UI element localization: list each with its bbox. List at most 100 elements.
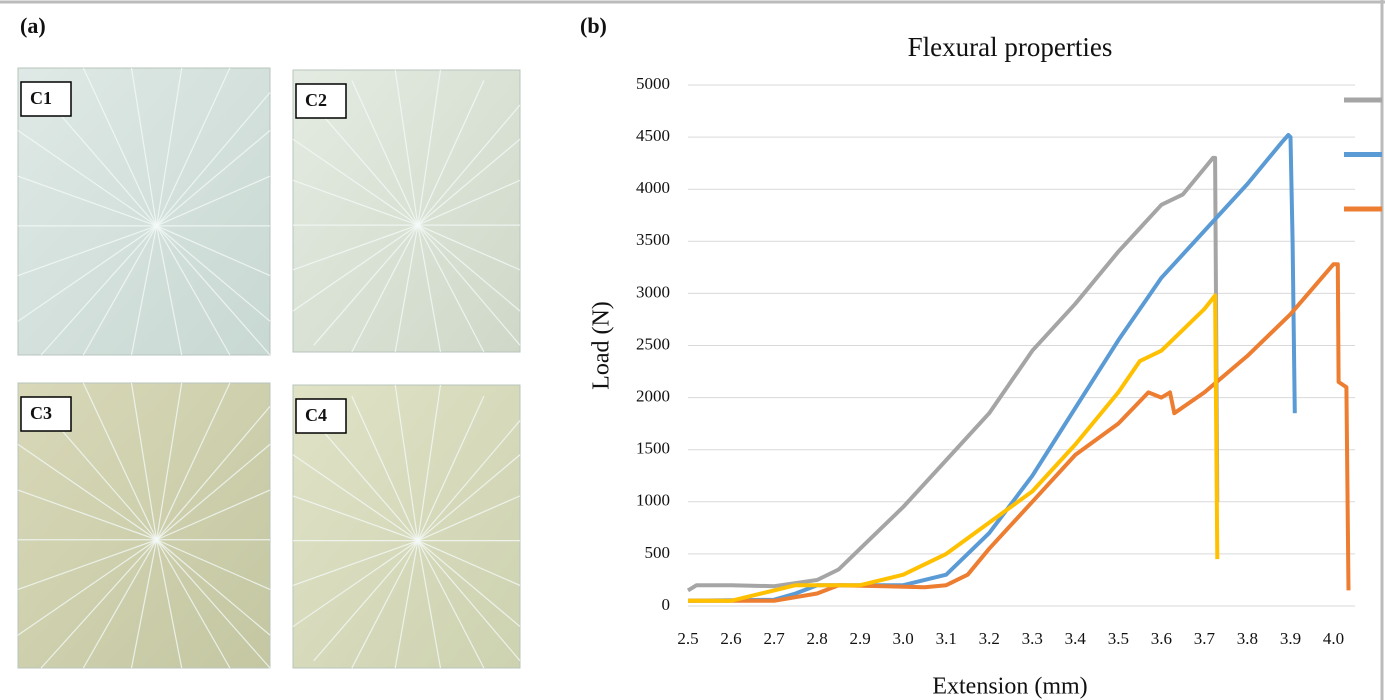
x-tick-label: 4.0 — [1323, 629, 1344, 648]
y-tick-label: 3000 — [636, 282, 670, 301]
y-tick-label: 3500 — [636, 230, 670, 249]
x-tick-label: 3.5 — [1108, 629, 1129, 648]
crack — [292, 179, 419, 226]
crack — [417, 224, 521, 346]
y-tick-label: 1000 — [636, 491, 670, 510]
crack — [313, 540, 419, 662]
crack — [292, 540, 419, 628]
crack — [82, 539, 158, 669]
crack — [82, 225, 158, 356]
sample-label: C3 — [30, 403, 52, 423]
sample-label-box — [295, 83, 347, 119]
crack — [292, 454, 419, 542]
crack — [156, 443, 271, 541]
crack — [417, 224, 442, 353]
crack — [351, 540, 419, 669]
crack — [156, 406, 271, 541]
x-tick-label: 3.2 — [979, 629, 1000, 648]
crack — [130, 382, 158, 540]
crack — [417, 69, 442, 226]
crack — [417, 395, 485, 541]
crack — [417, 224, 521, 271]
crack — [394, 69, 419, 226]
crack — [17, 225, 157, 277]
crack — [417, 540, 485, 669]
crack — [156, 539, 271, 636]
crack — [17, 175, 157, 227]
crack — [156, 225, 183, 356]
crack — [82, 67, 158, 227]
crack — [156, 539, 271, 590]
crack — [417, 224, 521, 312]
crack — [292, 224, 419, 312]
series-line — [688, 293, 1220, 603]
sample-label: C4 — [305, 405, 327, 425]
chart-title: Flexural properties — [908, 32, 1113, 62]
x-tick-label: 3.9 — [1280, 629, 1301, 648]
crack — [156, 382, 231, 541]
crack — [156, 225, 271, 277]
y-axis-label: Load (N) — [589, 301, 615, 390]
crack — [417, 138, 521, 226]
crack — [40, 225, 158, 356]
crack — [156, 67, 231, 227]
crack — [130, 539, 158, 669]
sample-label-box — [20, 81, 72, 117]
x-tick-label: 3.7 — [1194, 629, 1216, 648]
y-tick-label: 1500 — [636, 439, 670, 458]
crack — [156, 489, 271, 541]
crack — [417, 179, 521, 226]
crack — [292, 540, 419, 586]
x-tick-label: 2.7 — [763, 629, 785, 648]
crack — [292, 224, 419, 271]
crack — [417, 80, 485, 226]
x-tick-label: 3.8 — [1237, 629, 1258, 648]
crack — [156, 382, 183, 540]
crack — [156, 67, 183, 226]
x-tick-label: 3.1 — [936, 629, 957, 648]
sample-label: C1 — [30, 88, 52, 108]
crack — [417, 224, 485, 353]
crack — [17, 225, 157, 322]
crack — [417, 104, 521, 226]
sample-label-box — [295, 398, 347, 434]
crack — [292, 138, 419, 226]
crack — [156, 539, 231, 669]
crack — [17, 539, 157, 636]
y-tick-label: 2000 — [636, 387, 670, 406]
crack — [40, 539, 158, 669]
crack — [156, 225, 231, 356]
crack — [156, 130, 271, 227]
crack — [417, 540, 521, 662]
x-tick-label: 3.3 — [1022, 629, 1043, 648]
crack — [156, 225, 271, 356]
crack — [394, 224, 419, 353]
y-tick-label: 5000 — [636, 74, 670, 93]
crack — [17, 129, 157, 227]
y-tick-label: 4500 — [636, 126, 670, 145]
crack — [82, 382, 158, 541]
x-axis-label: Extension (mm) — [932, 674, 1087, 700]
crack — [417, 540, 442, 669]
crack — [313, 224, 419, 346]
crack — [351, 224, 419, 353]
crack — [156, 539, 271, 669]
crack — [417, 454, 521, 542]
crack — [351, 395, 419, 541]
x-tick-label: 3.4 — [1065, 629, 1087, 648]
crack — [130, 225, 158, 356]
y-tick-label: 2500 — [636, 334, 670, 353]
crack — [394, 540, 419, 669]
x-tick-label: 3.6 — [1151, 629, 1172, 648]
crack — [156, 225, 271, 322]
crack — [156, 175, 271, 227]
series-line — [686, 155, 1220, 593]
crack — [417, 384, 442, 541]
sample-label: C2 — [305, 90, 327, 110]
crack — [292, 495, 419, 542]
sample-label-box — [20, 396, 72, 432]
crack — [17, 539, 157, 591]
y-tick-label: 0 — [662, 595, 671, 614]
crack — [156, 92, 271, 227]
